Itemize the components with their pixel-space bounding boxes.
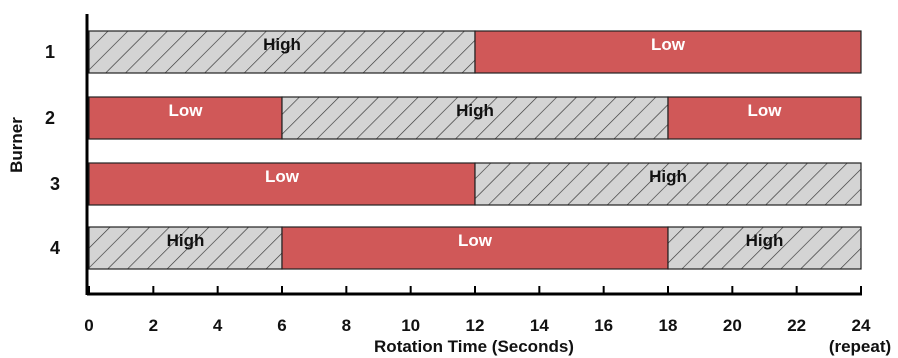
segment-burner-1-1-high [88, 30, 476, 74]
x-tick-label-10: 10 [401, 316, 420, 335]
segment-burner-1-2-low [474, 30, 862, 74]
x-tick-label-4: 4 [213, 316, 223, 335]
x-tick-label-12: 12 [466, 316, 485, 335]
segment-burner-4-2-low [281, 226, 669, 270]
x-tick-label-14: 14 [530, 316, 549, 335]
segment-burner-4-1-high [88, 226, 283, 270]
x-tick-label-18: 18 [659, 316, 678, 335]
x-tick-label-6: 6 [277, 316, 286, 335]
segment-label-burner-2-2: High [456, 101, 494, 120]
x-tick-label-2: 2 [149, 316, 158, 335]
x-ticks-group: 0 2 4 6 8 10 12 14 16 18 20 22 24 [84, 286, 871, 335]
segment-label-burner-1-1: High [263, 35, 301, 54]
x-tick-label-22: 22 [787, 316, 806, 335]
segment-label-burner-4-1: High [167, 231, 205, 250]
bars-group: High Low Low High Low Low High High Low High [88, 30, 862, 270]
segment-label-burner-3-2: High [649, 167, 687, 186]
segment-burner-2-2-high [281, 96, 669, 140]
segment-burner-3-1-low [88, 162, 476, 206]
y-axis-label: Burner [7, 117, 26, 173]
segment-burner-3-2-high [474, 162, 862, 206]
x-tick-label-0: 0 [84, 316, 93, 335]
segment-burner-2-1-low [88, 96, 283, 140]
segment-label-burner-4-3: High [746, 231, 784, 250]
segment-burner-2-3-low [667, 96, 862, 140]
burner-label-2: 2 [45, 108, 55, 128]
x-axis-label: Rotation Time (Seconds) [374, 337, 574, 356]
segment-label-burner-3-1: Low [265, 167, 300, 186]
repeat-note: (repeat) [829, 337, 891, 356]
burner-label-3: 3 [50, 174, 60, 194]
segment-label-burner-1-2: Low [651, 35, 686, 54]
burner-label-4: 4 [50, 238, 60, 258]
burner-label-1: 1 [45, 42, 55, 62]
segment-burner-4-3-high [667, 226, 862, 270]
segment-label-burner-2-1: Low [169, 101, 204, 120]
segment-label-burner-2-3: Low [748, 101, 783, 120]
x-tick-label-24: 24 [852, 316, 871, 335]
x-tick-label-20: 20 [723, 316, 742, 335]
segment-label-burner-4-2: Low [458, 231, 493, 250]
x-tick-label-16: 16 [594, 316, 613, 335]
x-tick-label-8: 8 [342, 316, 351, 335]
y-labels-group: 1 2 3 4 [45, 42, 60, 258]
